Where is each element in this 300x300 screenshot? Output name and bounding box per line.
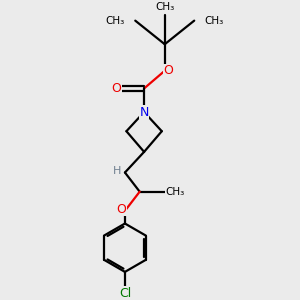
Text: O: O <box>163 64 173 77</box>
Text: O: O <box>111 82 121 95</box>
Text: CH₃: CH₃ <box>106 16 125 26</box>
Text: H: H <box>112 166 121 176</box>
Text: CH₃: CH₃ <box>155 2 174 12</box>
Text: O: O <box>116 203 126 216</box>
Text: CH₃: CH₃ <box>205 16 224 26</box>
Text: CH₃: CH₃ <box>165 187 185 197</box>
Text: N: N <box>140 106 149 118</box>
Text: Cl: Cl <box>119 286 131 300</box>
